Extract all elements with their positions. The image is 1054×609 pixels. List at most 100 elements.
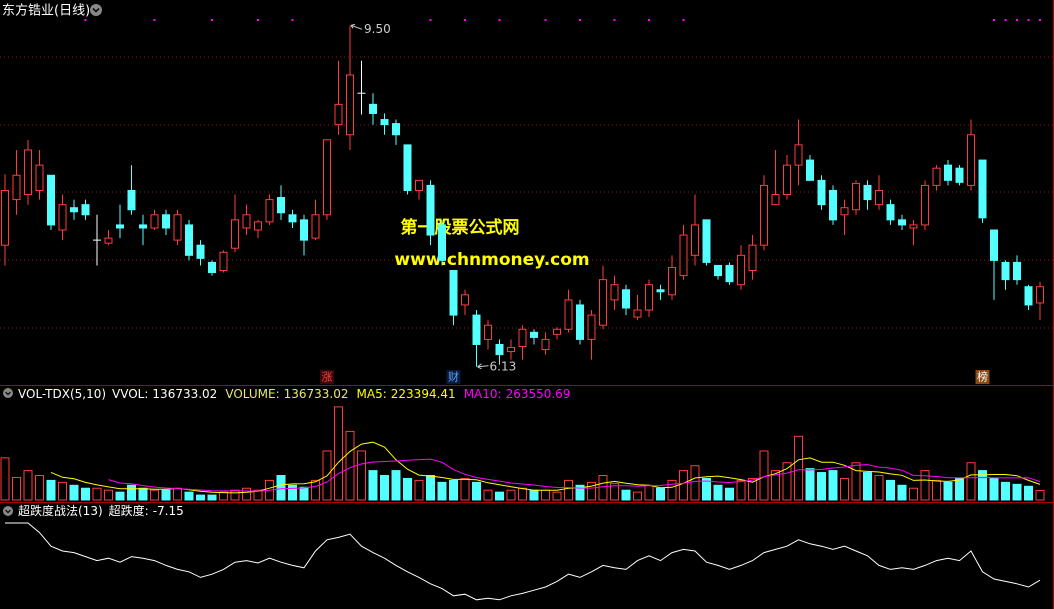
candle-body xyxy=(81,204,90,216)
candle-body xyxy=(369,103,377,114)
candle-body xyxy=(288,214,297,223)
volume-bar xyxy=(311,479,320,501)
candle-body xyxy=(495,343,504,356)
candle-body xyxy=(461,294,469,306)
volume-bar xyxy=(1012,483,1022,501)
candle-body xyxy=(438,224,446,261)
candle-body xyxy=(530,331,538,338)
candle-body xyxy=(714,264,722,277)
candle-body xyxy=(794,144,803,166)
volume-bar xyxy=(81,487,90,501)
menu-icon[interactable] xyxy=(3,506,13,516)
candle-body xyxy=(415,179,423,191)
signal-dot xyxy=(211,19,213,21)
candle-body xyxy=(702,219,711,263)
candle-body xyxy=(254,221,262,231)
candle-body xyxy=(622,289,630,309)
volume-bar xyxy=(943,481,953,501)
volume-bar xyxy=(345,430,355,501)
candle-body xyxy=(323,139,331,216)
panel-title: 超跌度战法(13) xyxy=(18,503,103,518)
candle-body xyxy=(863,184,872,201)
watermark: www.chnmoney.com xyxy=(394,250,589,270)
volume-bar xyxy=(368,470,378,501)
signal-dot xyxy=(429,19,432,21)
candle-body xyxy=(748,244,757,272)
candle-body xyxy=(35,164,44,191)
volume-bar xyxy=(920,470,930,501)
volume-bar xyxy=(541,489,550,501)
menu-icon[interactable] xyxy=(3,388,13,398)
volume-bar xyxy=(23,470,33,501)
candle-body xyxy=(587,314,596,340)
legend-value: 223394.41 xyxy=(391,387,456,401)
candle-body xyxy=(898,219,906,226)
candle-body xyxy=(978,159,987,219)
volume-bar xyxy=(989,477,999,501)
menu-icon-glyph xyxy=(92,7,100,13)
signal-dot xyxy=(1027,19,1030,21)
candle-body xyxy=(185,224,193,256)
volume-bar xyxy=(897,484,907,501)
volume-bar xyxy=(782,462,792,501)
readout-value: 136733.02 xyxy=(152,387,217,401)
volume-bar xyxy=(483,489,493,501)
volume-bar xyxy=(276,475,286,501)
candle-body xyxy=(231,219,239,249)
signal-dot xyxy=(464,19,466,21)
volume-bar xyxy=(1024,485,1033,501)
volume-bar xyxy=(92,487,102,501)
candle-body xyxy=(737,254,745,286)
candle-body xyxy=(840,207,849,216)
legend-value: -7.15 xyxy=(153,504,184,518)
volume-bar xyxy=(771,470,780,501)
candle-body xyxy=(541,338,550,351)
candle-body xyxy=(1013,261,1021,281)
volume-bar xyxy=(725,487,734,501)
candle-body xyxy=(725,264,734,283)
candle-body xyxy=(932,167,941,186)
event-label: 榜 xyxy=(977,370,988,384)
max-label: 9.50 xyxy=(364,22,391,36)
candle-body xyxy=(472,314,481,345)
signal-dot xyxy=(648,19,650,21)
signal-dot xyxy=(153,19,156,21)
volume-bar xyxy=(736,479,746,501)
volume-bar xyxy=(69,484,79,501)
volume-bar xyxy=(932,479,941,501)
volume-bar xyxy=(805,468,815,501)
volume-bar xyxy=(391,470,401,501)
event-label: 涨 xyxy=(322,371,333,384)
volume-bar xyxy=(644,484,654,501)
readout-label: VVOL: xyxy=(112,387,148,401)
volume-bar xyxy=(242,487,251,501)
volume-bar xyxy=(863,472,872,501)
volume-bar xyxy=(46,479,56,501)
candle-body xyxy=(1024,286,1033,306)
candle-body xyxy=(909,224,918,229)
volume-bar xyxy=(115,491,125,501)
candle-body xyxy=(518,328,527,347)
candle-body xyxy=(817,179,826,206)
volume-bar xyxy=(35,475,44,501)
volume-bar xyxy=(633,491,642,501)
candle-body xyxy=(886,204,895,221)
candle-body xyxy=(599,279,607,326)
legend-value: 263550.69 xyxy=(506,387,571,401)
candle-body xyxy=(771,194,780,206)
volume-bar xyxy=(575,484,585,501)
candle-body xyxy=(990,229,998,261)
volume-bar xyxy=(1001,481,1010,501)
volume-bar xyxy=(58,481,67,501)
candle-body xyxy=(875,189,883,206)
volume-bar xyxy=(138,487,148,501)
volume-bar xyxy=(288,484,297,501)
volume-bar xyxy=(840,477,849,501)
volume-bar xyxy=(621,489,631,501)
volume-bar xyxy=(472,481,481,501)
menu-icon[interactable] xyxy=(90,4,102,16)
candle-body xyxy=(12,174,21,201)
ma-line xyxy=(108,458,1041,492)
volume-bar xyxy=(828,470,838,501)
